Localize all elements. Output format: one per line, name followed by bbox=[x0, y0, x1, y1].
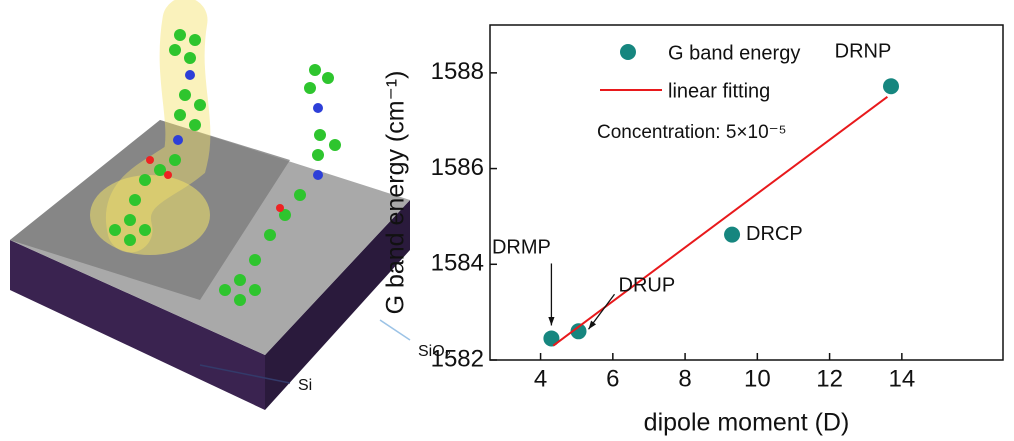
x-tick-label: 12 bbox=[816, 365, 843, 392]
x-tick-label: 4 bbox=[534, 365, 547, 392]
point-label: DRUP bbox=[619, 275, 676, 297]
x-tick-label: 14 bbox=[888, 365, 915, 392]
legend-label: linear fitting bbox=[668, 80, 770, 102]
point-label: DRCP bbox=[746, 223, 803, 245]
page: SiO₂ Si 4681012141582158415861588dipole … bbox=[0, 0, 1014, 441]
arrow-head bbox=[589, 321, 597, 330]
figure: SiO₂ Si 4681012141582158415861588dipole … bbox=[0, 0, 1014, 441]
legend-marker bbox=[620, 44, 636, 60]
point-label: DRMP bbox=[492, 237, 551, 259]
y-tick-label: 1584 bbox=[431, 250, 484, 277]
x-tick-label: 10 bbox=[744, 365, 771, 392]
y-tick-label: 1588 bbox=[431, 58, 484, 85]
chart: 4 6 8 10 12 14 1582 1584 1586 1588 dipole moment (… bbox=[382, 25, 1003, 437]
plot-frame bbox=[490, 25, 1003, 360]
arrow-head bbox=[548, 317, 554, 325]
arrow bbox=[380, 320, 410, 340]
legend-label: G band energy bbox=[668, 42, 800, 64]
point-label: DRNP bbox=[835, 41, 892, 63]
x-tick-label: 6 bbox=[606, 365, 619, 392]
layer-label: Si bbox=[298, 377, 312, 394]
point bbox=[724, 227, 740, 243]
y-tick-label: 1582 bbox=[431, 345, 484, 372]
y-tick-label: 1586 bbox=[431, 154, 484, 181]
x-axis-label: dipole moment (D) bbox=[644, 409, 850, 437]
y-axis-label: G band energy (cm⁻¹) bbox=[382, 71, 410, 315]
point bbox=[883, 78, 899, 94]
annotation: Concentration: 5×10⁻⁵ bbox=[597, 122, 787, 143]
x-tick-label: 8 bbox=[678, 365, 691, 392]
